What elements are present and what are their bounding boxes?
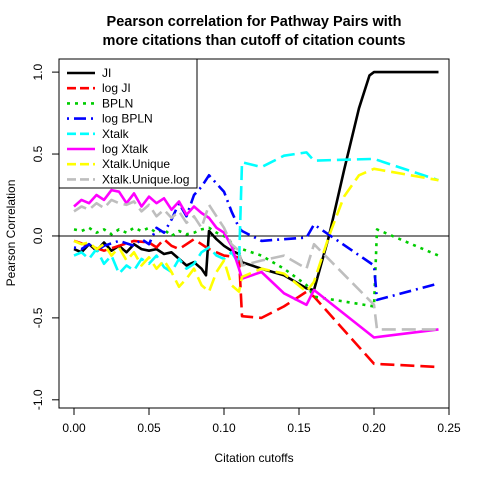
x-tick-label: 0.25 [437,421,461,435]
series-line-xtalk-unique-log [73,198,439,331]
series-line-bpln [73,226,440,308]
legend-label: log JI [102,81,131,95]
legend-label: log BPLN [102,112,153,126]
legend-label: Xtalk.Unique.log [102,172,189,186]
y-tick-label: -1.0 [31,389,45,410]
x-tick-label: 0.20 [362,421,386,435]
legend-label: Xtalk [102,127,130,141]
y-tick-label: -0.5 [31,307,45,328]
legend-box [58,58,198,189]
legend-label: JI [102,66,111,80]
x-tick-label: 0.00 [62,421,86,435]
y-tick-label: 1.0 [31,63,45,80]
series-line-log-bpln [73,174,439,302]
series-line-log-xtalk [73,188,439,339]
x-tick-label: 0.05 [137,421,161,435]
y-tick-label: 0.0 [31,227,45,244]
plot-frame [58,58,450,409]
legend-label: log Xtalk [102,142,149,156]
x-tick-label: 0.15 [287,421,311,435]
legend-label: BPLN [102,96,133,110]
legend-label: Xtalk.Unique [102,157,170,171]
series-layer [73,70,440,369]
series-line-xtalk-unique [73,167,439,294]
x-tick-label: 0.10 [212,421,236,435]
x-axis-label: Citation cutoffs [214,451,293,465]
y-axis-label: Pearson Correlation [4,180,18,287]
y-tick-label: 0.5 [31,145,45,162]
chart-title-line-1: Pearson correlation for Pathway Pairs wi… [107,14,402,30]
series-line-xtalk [73,151,439,275]
chart-title-line-2: more citations than cutoff of citation c… [103,33,406,49]
